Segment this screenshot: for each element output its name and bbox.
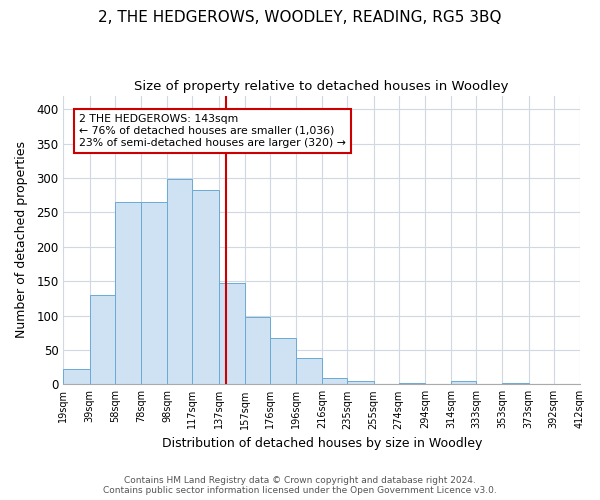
Bar (64, 369, 90, 384)
Title: Size of property relative to detached houses in Woodley: Size of property relative to detached ho… (134, 80, 509, 93)
Bar (245, 317, 270, 384)
Bar (90, 295, 115, 384)
Text: 2, THE HEDGEROWS, WOODLEY, READING, RG5 3BQ: 2, THE HEDGEROWS, WOODLEY, READING, RG5 … (98, 10, 502, 25)
Text: 2 THE HEDGEROWS: 143sqm
← 76% of detached houses are smaller (1,036)
23% of semi: 2 THE HEDGEROWS: 143sqm ← 76% of detache… (79, 114, 346, 148)
Bar (192, 190, 218, 384)
Bar (502, 383, 529, 384)
Bar (270, 338, 296, 384)
X-axis label: Distribution of detached houses by size in Woodley: Distribution of detached houses by size … (161, 437, 482, 450)
Bar (141, 202, 167, 384)
Bar (115, 202, 141, 384)
Bar (451, 381, 476, 384)
Text: Contains HM Land Registry data © Crown copyright and database right 2024.
Contai: Contains HM Land Registry data © Crown c… (103, 476, 497, 495)
Bar (347, 381, 374, 384)
Y-axis label: Number of detached properties: Number of detached properties (15, 142, 28, 338)
Bar (296, 358, 322, 384)
Bar (322, 378, 347, 384)
Bar (218, 282, 245, 384)
Bar (167, 180, 192, 384)
Bar (398, 383, 425, 384)
